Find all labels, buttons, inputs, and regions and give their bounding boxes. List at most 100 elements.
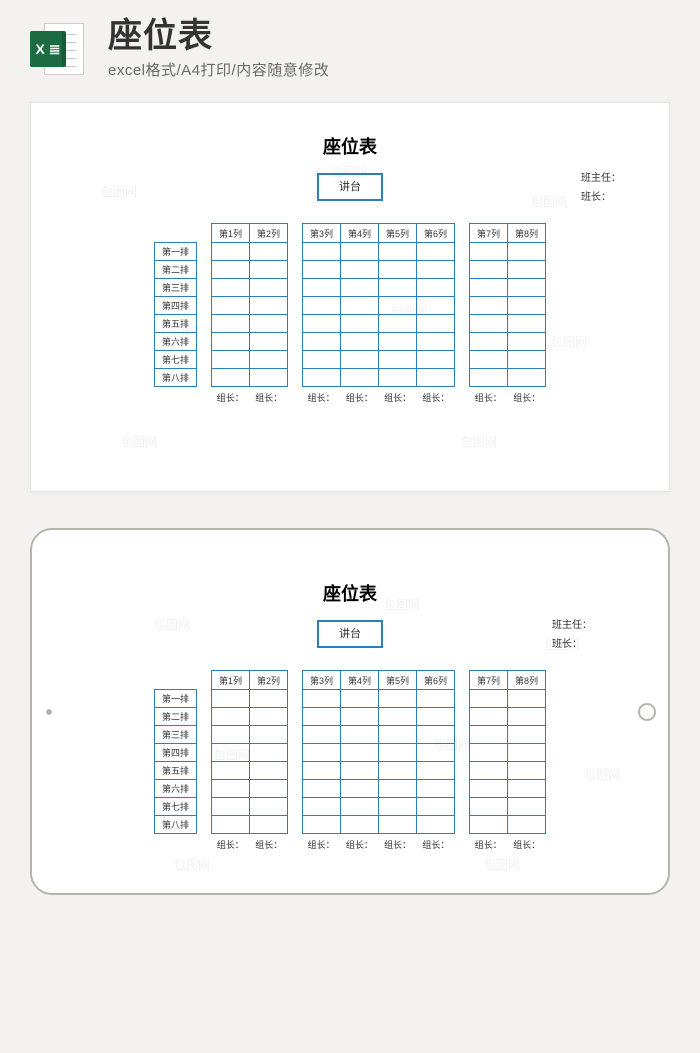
seat-cell[interactable] — [250, 798, 288, 816]
seat-cell[interactable] — [470, 243, 508, 261]
seat-cell[interactable] — [508, 726, 546, 744]
seat-cell[interactable] — [250, 780, 288, 798]
seat-cell[interactable] — [508, 279, 546, 297]
seat-cell[interactable] — [470, 315, 508, 333]
seat-cell[interactable] — [341, 243, 379, 261]
seat-cell[interactable] — [212, 816, 250, 834]
seat-cell[interactable] — [250, 243, 288, 261]
seat-cell[interactable] — [341, 744, 379, 762]
seat-cell[interactable] — [379, 369, 417, 387]
seat-cell[interactable] — [250, 297, 288, 315]
seat-cell[interactable] — [341, 798, 379, 816]
seat-cell[interactable] — [470, 690, 508, 708]
seat-cell[interactable] — [212, 279, 250, 297]
seat-cell[interactable] — [470, 297, 508, 315]
seat-cell[interactable] — [379, 744, 417, 762]
seat-cell[interactable] — [212, 369, 250, 387]
seat-cell[interactable] — [508, 798, 546, 816]
seat-cell[interactable] — [417, 762, 455, 780]
seat-cell[interactable] — [508, 333, 546, 351]
seat-cell[interactable] — [470, 780, 508, 798]
seat-cell[interactable] — [303, 279, 341, 297]
seat-cell[interactable] — [417, 243, 455, 261]
seat-cell[interactable] — [212, 243, 250, 261]
seat-cell[interactable] — [470, 816, 508, 834]
seat-cell[interactable] — [341, 708, 379, 726]
seat-cell[interactable] — [212, 762, 250, 780]
seat-cell[interactable] — [212, 261, 250, 279]
seat-cell[interactable] — [379, 261, 417, 279]
seat-cell[interactable] — [341, 780, 379, 798]
seat-cell[interactable] — [250, 279, 288, 297]
seat-cell[interactable] — [212, 708, 250, 726]
seat-cell[interactable] — [470, 762, 508, 780]
seat-cell[interactable] — [508, 762, 546, 780]
seat-cell[interactable] — [417, 351, 455, 369]
seat-cell[interactable] — [303, 816, 341, 834]
seat-cell[interactable] — [341, 690, 379, 708]
seat-cell[interactable] — [212, 726, 250, 744]
seat-cell[interactable] — [508, 261, 546, 279]
seat-cell[interactable] — [379, 297, 417, 315]
seat-cell[interactable] — [379, 762, 417, 780]
seat-cell[interactable] — [379, 243, 417, 261]
seat-cell[interactable] — [212, 333, 250, 351]
seat-cell[interactable] — [341, 816, 379, 834]
seat-cell[interactable] — [470, 744, 508, 762]
seat-cell[interactable] — [379, 279, 417, 297]
seat-cell[interactable] — [212, 690, 250, 708]
seat-cell[interactable] — [212, 798, 250, 816]
seat-cell[interactable] — [470, 261, 508, 279]
seat-cell[interactable] — [303, 243, 341, 261]
seat-cell[interactable] — [341, 369, 379, 387]
seat-cell[interactable] — [417, 816, 455, 834]
seat-cell[interactable] — [341, 297, 379, 315]
seat-cell[interactable] — [417, 690, 455, 708]
seat-cell[interactable] — [379, 351, 417, 369]
seat-cell[interactable] — [341, 315, 379, 333]
seat-cell[interactable] — [341, 762, 379, 780]
seat-cell[interactable] — [470, 351, 508, 369]
seat-cell[interactable] — [417, 708, 455, 726]
seat-cell[interactable] — [470, 726, 508, 744]
seat-cell[interactable] — [379, 708, 417, 726]
seat-cell[interactable] — [508, 708, 546, 726]
seat-cell[interactable] — [417, 726, 455, 744]
seat-cell[interactable] — [250, 744, 288, 762]
seat-cell[interactable] — [470, 333, 508, 351]
seat-cell[interactable] — [250, 816, 288, 834]
seat-cell[interactable] — [379, 798, 417, 816]
seat-cell[interactable] — [470, 708, 508, 726]
seat-cell[interactable] — [303, 369, 341, 387]
seat-cell[interactable] — [303, 261, 341, 279]
seat-cell[interactable] — [470, 798, 508, 816]
seat-cell[interactable] — [250, 726, 288, 744]
seat-cell[interactable] — [508, 243, 546, 261]
seat-cell[interactable] — [508, 780, 546, 798]
seat-cell[interactable] — [303, 708, 341, 726]
seat-cell[interactable] — [303, 315, 341, 333]
seat-cell[interactable] — [508, 315, 546, 333]
seat-cell[interactable] — [417, 333, 455, 351]
seat-cell[interactable] — [212, 351, 250, 369]
seat-cell[interactable] — [250, 315, 288, 333]
seat-cell[interactable] — [303, 726, 341, 744]
seat-cell[interactable] — [250, 369, 288, 387]
seat-cell[interactable] — [508, 369, 546, 387]
seat-cell[interactable] — [417, 261, 455, 279]
seat-cell[interactable] — [341, 279, 379, 297]
seat-cell[interactable] — [250, 762, 288, 780]
seat-cell[interactable] — [379, 726, 417, 744]
seat-cell[interactable] — [341, 333, 379, 351]
seat-cell[interactable] — [417, 798, 455, 816]
seat-cell[interactable] — [379, 315, 417, 333]
seat-cell[interactable] — [508, 816, 546, 834]
seat-cell[interactable] — [212, 297, 250, 315]
seat-cell[interactable] — [379, 780, 417, 798]
seat-cell[interactable] — [341, 351, 379, 369]
seat-cell[interactable] — [341, 726, 379, 744]
seat-cell[interactable] — [470, 279, 508, 297]
seat-cell[interactable] — [379, 690, 417, 708]
seat-cell[interactable] — [212, 315, 250, 333]
seat-cell[interactable] — [417, 744, 455, 762]
